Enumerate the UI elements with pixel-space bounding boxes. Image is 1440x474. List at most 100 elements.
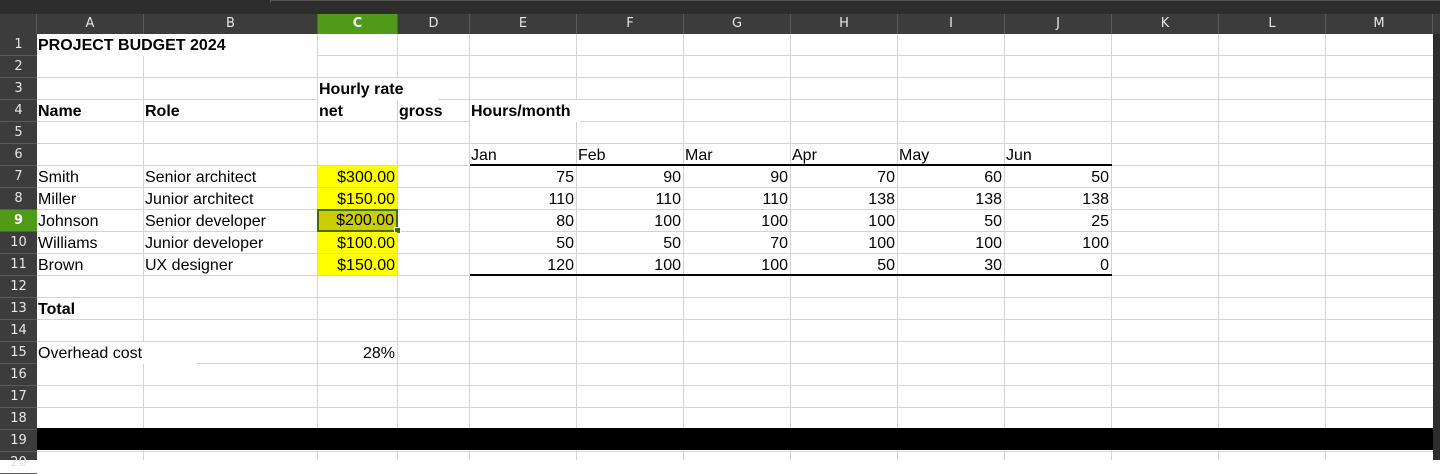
- cell-role[interactable]: Junior developer: [145, 235, 264, 252]
- column-header-a[interactable]: A: [37, 14, 144, 34]
- cell-a1-title[interactable]: PROJECT BUDGET 2024: [37, 34, 317, 56]
- row-header-6[interactable]: 6: [0, 144, 37, 166]
- row-header-19[interactable]: 19: [0, 430, 37, 452]
- cell-b4-role-header[interactable]: Role: [145, 103, 180, 120]
- cell-hours[interactable]: 50: [877, 257, 895, 274]
- cell-hours[interactable]: 138: [1082, 191, 1109, 208]
- cell-hours[interactable]: 100: [654, 213, 681, 230]
- column-header-k[interactable]: K: [1112, 14, 1219, 34]
- cell-hours[interactable]: 75: [556, 169, 574, 186]
- cell-hours[interactable]: 100: [761, 213, 788, 230]
- cell-rate[interactable]: $150.00: [318, 254, 397, 275]
- vertical-scrollbar[interactable]: [1433, 34, 1440, 460]
- cell-hours[interactable]: 100: [654, 257, 681, 274]
- cell-grid[interactable]: PROJECT BUDGET 2024 Hourly rate Name Rol…: [37, 34, 1433, 460]
- cell-rate-selected[interactable]: $200.00: [317, 209, 398, 232]
- gridline: [37, 407, 1433, 408]
- cell-a4-name-header[interactable]: Name: [38, 103, 82, 120]
- cell-rate[interactable]: $150.00: [318, 188, 397, 209]
- fill-handle[interactable]: [394, 227, 401, 234]
- cell-hours[interactable]: 100: [761, 257, 788, 274]
- cell-e4-hours-header[interactable]: Hours/month: [470, 100, 580, 122]
- column-header-l[interactable]: L: [1219, 14, 1326, 34]
- cell-hours[interactable]: 110: [548, 191, 574, 208]
- column-header-i[interactable]: I: [898, 14, 1005, 34]
- cell-c4-net-header[interactable]: net: [319, 103, 343, 120]
- cell-hours[interactable]: 100: [975, 235, 1002, 252]
- cell-hours[interactable]: 100: [868, 235, 895, 252]
- cell-hours[interactable]: 0: [1100, 257, 1109, 274]
- cell-name[interactable]: Brown: [38, 257, 84, 274]
- row-header-16[interactable]: 16: [0, 364, 37, 386]
- select-all-corner[interactable]: [0, 14, 37, 34]
- cell-hours[interactable]: 70: [877, 169, 895, 186]
- row-header-2[interactable]: 2: [0, 56, 37, 78]
- cell-hours[interactable]: 110: [762, 191, 788, 208]
- column-header-e[interactable]: E: [470, 14, 577, 34]
- cell-c15-overhead-value[interactable]: 28%: [362, 345, 395, 362]
- row-header-20[interactable]: 20: [0, 452, 37, 474]
- cell-name[interactable]: Johnson: [38, 213, 99, 230]
- row-header-15[interactable]: 15: [0, 342, 37, 364]
- column-header-c[interactable]: C: [318, 14, 398, 34]
- column-header-f[interactable]: F: [577, 14, 684, 34]
- cell-month-header[interactable]: Jan: [471, 147, 497, 164]
- cell-hours[interactable]: 120: [547, 257, 574, 274]
- cell-role[interactable]: Senior architect: [145, 169, 257, 186]
- row-header-7[interactable]: 7: [0, 166, 37, 188]
- cell-name[interactable]: Williams: [38, 235, 98, 252]
- cell-role[interactable]: UX designer: [145, 257, 234, 274]
- cell-rate[interactable]: $300.00: [318, 166, 397, 187]
- column-header-h[interactable]: H: [791, 14, 898, 34]
- row-header-1[interactable]: 1: [0, 34, 37, 56]
- cell-a13-total[interactable]: Total: [38, 301, 76, 318]
- row-header-10[interactable]: 10: [0, 232, 37, 254]
- cell-hours[interactable]: 70: [770, 235, 788, 252]
- cell-month-header[interactable]: May: [899, 147, 930, 164]
- cell-month-header[interactable]: Apr: [792, 147, 817, 164]
- cell-rate[interactable]: $100.00: [318, 232, 397, 253]
- row-header-11[interactable]: 11: [0, 254, 37, 276]
- cell-hours[interactable]: 50: [556, 235, 574, 252]
- cell-month-header[interactable]: Jun: [1006, 147, 1032, 164]
- cell-hours[interactable]: 138: [868, 191, 895, 208]
- cell-hours[interactable]: 90: [663, 169, 681, 186]
- row-header-9[interactable]: 9: [0, 210, 37, 232]
- cell-hours[interactable]: 50: [1091, 169, 1109, 186]
- cell-hours[interactable]: 50: [663, 235, 681, 252]
- row-header-4[interactable]: 4: [0, 100, 37, 122]
- cell-month-header[interactable]: Mar: [685, 147, 713, 164]
- cell-hours[interactable]: 110: [655, 191, 681, 208]
- row-header-12[interactable]: 12: [0, 276, 37, 298]
- cell-month-header[interactable]: Feb: [578, 147, 606, 164]
- column-header-m[interactable]: M: [1326, 14, 1433, 34]
- cell-hours[interactable]: 80: [556, 213, 574, 230]
- cell-hours[interactable]: 30: [984, 257, 1002, 274]
- cell-hours[interactable]: 138: [975, 191, 1002, 208]
- cell-hours[interactable]: 100: [868, 213, 895, 230]
- cell-a15-overhead-label[interactable]: Overhead cost: [37, 342, 197, 364]
- cell-name[interactable]: Smith: [38, 169, 79, 186]
- column-header-d[interactable]: D: [398, 14, 470, 34]
- row-header-14[interactable]: 14: [0, 320, 37, 342]
- row-header-18[interactable]: 18: [0, 408, 37, 430]
- cell-hours[interactable]: 60: [984, 169, 1002, 186]
- cell-role[interactable]: Senior developer: [145, 213, 266, 230]
- cell-c3-hourly-rate[interactable]: Hourly rate: [318, 78, 438, 100]
- row-header-8[interactable]: 8: [0, 188, 37, 210]
- cell-name[interactable]: Miller: [38, 191, 77, 208]
- cell-d4-gross-header[interactable]: gross: [399, 103, 443, 120]
- cell-role[interactable]: Junior architect: [145, 191, 254, 208]
- row-header-17[interactable]: 17: [0, 386, 37, 408]
- column-header-b[interactable]: B: [144, 14, 318, 34]
- cell-hours[interactable]: 25: [1091, 213, 1109, 230]
- column-header-j[interactable]: J: [1005, 14, 1112, 34]
- row-header-5[interactable]: 5: [0, 122, 37, 144]
- row-header-13[interactable]: 13: [0, 298, 37, 320]
- cell-hours[interactable]: 50: [984, 213, 1002, 230]
- column-header-g[interactable]: G: [684, 14, 791, 34]
- cell-hours[interactable]: 100: [1082, 235, 1109, 252]
- row-header-3[interactable]: 3: [0, 78, 37, 100]
- cell-hours[interactable]: 90: [770, 169, 788, 186]
- gridline: [1325, 34, 1326, 460]
